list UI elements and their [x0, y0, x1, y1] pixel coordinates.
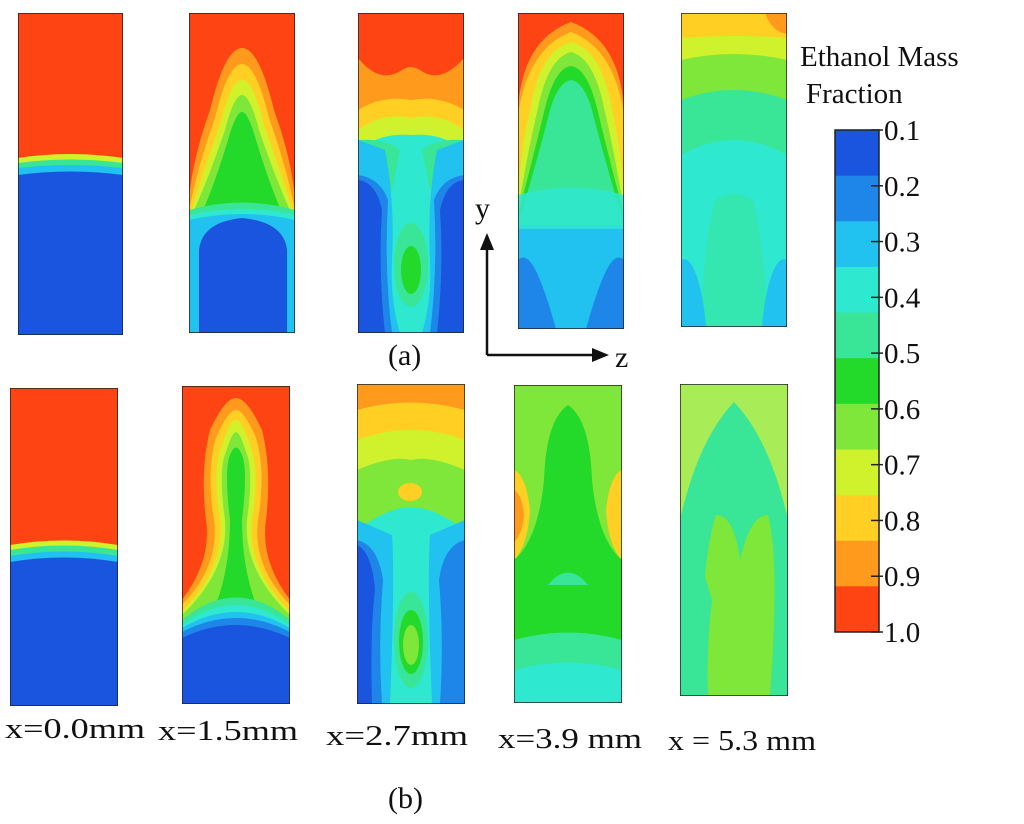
panel-a-x0: [18, 13, 123, 335]
colorbar-swatch: [835, 495, 879, 542]
panel-b-x2p7: [357, 384, 465, 704]
colorbar-tick-label: 0.4: [884, 282, 921, 314]
colorbar-swatch: [835, 540, 879, 587]
position-label: x=3.9 mm: [498, 723, 643, 755]
colorbar-tick-label: 0.7: [884, 450, 920, 482]
axis-indicator: y z: [475, 192, 628, 374]
colorbar-tick-label: 0.3: [884, 227, 920, 259]
colorbar-tick-label: 0.2: [884, 171, 920, 203]
colorbar-tick-label: 0.1: [884, 115, 920, 147]
z-axis-label: z: [615, 341, 628, 374]
colorbar-swatch: [835, 403, 879, 450]
colorbar-tick-label: 1.0: [884, 617, 920, 649]
colorbar-tick-label: 0.6: [884, 394, 920, 426]
row-label-b: (b): [388, 782, 423, 815]
colorbar-tick-label: 0.8: [884, 505, 920, 537]
y-axis-label: y: [475, 192, 490, 225]
panel-a-x2p7: [358, 13, 464, 333]
colorbar-swatches: [835, 130, 879, 633]
colorbar-swatch: [835, 266, 879, 314]
colorbar-swatch: [835, 586, 879, 633]
colorbar-swatch: [835, 358, 879, 405]
position-label: x=2.7mm: [326, 720, 469, 752]
colorbar-tick-label: 0.9: [884, 561, 920, 593]
panel-b-x0: [10, 388, 118, 706]
panel-a-x1p5: [189, 13, 295, 333]
colorbar-title-line1: Ethanol Mass: [800, 41, 959, 73]
colorbar-swatch: [835, 175, 879, 222]
position-label: x = 5.3 mm: [668, 725, 816, 757]
panel-b-x3p9: [514, 385, 622, 703]
colorbar-ticks: 0.1 0.2 0.3 0.4 0.5 0.6 0.7 0.8 0.9 1.0: [871, 115, 921, 649]
colorbar-swatch: [835, 130, 879, 177]
position-labels: x=0.0mm x=1.5mm x=2.7mm x=3.9 mm x = 5.3…: [5, 713, 816, 757]
panel-a-x5p3: [681, 13, 787, 327]
colorbar-swatch: [835, 221, 879, 268]
position-label: x=0.0mm: [5, 713, 146, 745]
colorbar-title-line2: Fraction: [806, 78, 903, 110]
panel-a-x3p9: [518, 13, 624, 329]
colorbar-tick-label: 0.5: [884, 338, 920, 370]
colorbar-swatch: [835, 312, 879, 359]
y-arrow-head: [480, 233, 494, 250]
position-label: x=1.5mm: [158, 715, 299, 747]
row-label-a: (a): [388, 339, 421, 372]
colorbar: Ethanol Mass Fraction 0.1 0.2 0.3 0.4 0.5 0.6…: [800, 41, 959, 649]
colorbar-frame: [834, 129, 880, 633]
colorbar-swatch: [835, 449, 879, 496]
panel-b-x5p3: [680, 384, 788, 696]
panel-b-x1p5: [182, 386, 290, 704]
z-arrow-head: [592, 348, 609, 362]
